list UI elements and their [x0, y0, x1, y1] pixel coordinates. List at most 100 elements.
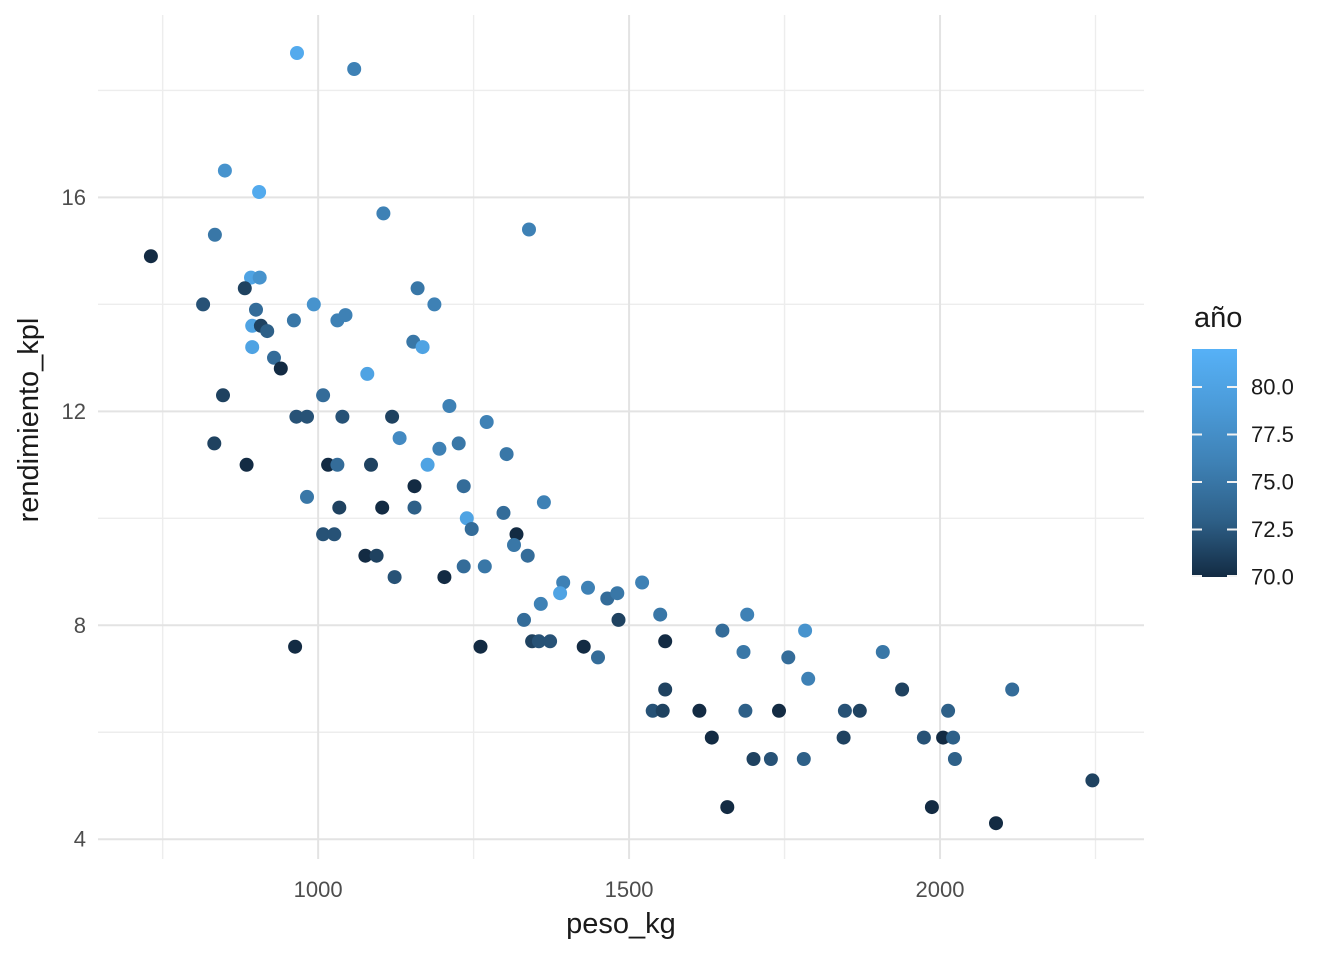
y-tick-label: 12 — [62, 399, 86, 424]
data-point — [496, 505, 511, 520]
data-point — [658, 682, 673, 697]
data-point — [442, 399, 457, 413]
y-tick-label: 8 — [74, 613, 86, 638]
data-point — [300, 409, 314, 424]
data-point — [852, 703, 867, 718]
data-point — [392, 431, 407, 446]
data-point — [1085, 773, 1100, 788]
data-point — [473, 639, 488, 654]
data-point — [358, 548, 373, 563]
data-point — [216, 388, 230, 403]
data-point — [267, 350, 281, 365]
legend-tick-label: 70.0 — [1251, 565, 1294, 590]
data-point — [289, 409, 304, 424]
data-point — [611, 612, 626, 627]
data-point — [249, 302, 263, 317]
data-point — [715, 623, 730, 638]
data-point — [837, 703, 852, 718]
data-point — [798, 623, 813, 638]
data-point — [556, 575, 571, 590]
data-point — [738, 703, 753, 718]
data-point — [653, 607, 668, 622]
data-point — [875, 645, 890, 659]
data-point — [658, 634, 673, 649]
data-point — [736, 645, 751, 659]
data-point — [364, 457, 378, 472]
data-point — [335, 409, 350, 424]
data-point — [543, 634, 558, 649]
data-point — [332, 500, 347, 515]
y-tick-label: 4 — [74, 827, 86, 852]
data-point — [936, 730, 951, 745]
data-point — [327, 527, 342, 542]
legend-colorbar: año 80.0 77.5 75.0 72.5 70.0 — [1192, 302, 1294, 590]
data-point — [746, 752, 761, 766]
data-point — [553, 586, 568, 601]
data-point — [347, 62, 362, 76]
legend-tick-label: 75.0 — [1251, 470, 1294, 495]
data-point — [645, 703, 660, 718]
data-point — [286, 313, 301, 328]
plot-panel — [98, 15, 1144, 859]
data-point — [456, 479, 471, 494]
data-point — [273, 361, 288, 376]
data-point — [464, 522, 479, 536]
data-point — [924, 800, 939, 815]
data-point — [916, 730, 931, 745]
data-point — [375, 500, 390, 515]
data-point — [763, 752, 778, 766]
data-point — [533, 596, 548, 611]
data-point — [989, 816, 1003, 831]
x-tick-label: 2000 — [916, 877, 965, 902]
data-point — [941, 703, 956, 718]
data-point — [376, 206, 391, 221]
data-point — [432, 441, 447, 456]
data-point — [451, 436, 466, 451]
data-point — [522, 222, 536, 237]
data-point — [316, 388, 331, 403]
data-point — [360, 366, 375, 381]
data-point — [801, 671, 816, 686]
data-point — [479, 415, 494, 429]
data-point — [520, 548, 535, 563]
legend-tick-label: 80.0 — [1251, 375, 1294, 400]
data-point — [531, 634, 546, 649]
legend-tick-marks — [1192, 386, 1237, 577]
x-axis-tick-labels: 1000 1500 2000 — [294, 877, 965, 902]
data-point — [207, 436, 222, 451]
data-point — [260, 324, 275, 339]
data-point — [239, 457, 254, 472]
legend-tick-labels: 80.0 77.5 75.0 72.5 70.0 — [1251, 375, 1294, 590]
data-point — [369, 548, 384, 563]
data-point — [290, 46, 304, 60]
data-point — [781, 650, 796, 665]
data-point — [330, 457, 345, 472]
data-point — [499, 447, 514, 462]
data-point — [507, 538, 521, 552]
data-point — [245, 340, 260, 355]
data-point — [387, 570, 402, 585]
data-point — [456, 559, 471, 574]
y-axis-tick-labels: 16 12 8 4 — [62, 185, 86, 852]
data-point — [517, 612, 531, 627]
data-point — [740, 607, 755, 622]
data-point — [576, 639, 591, 654]
data-point — [796, 752, 811, 766]
data-point — [420, 457, 435, 472]
data-point — [772, 703, 786, 718]
data-point — [427, 297, 442, 312]
data-point — [207, 227, 222, 242]
legend-tick-label: 72.5 — [1251, 517, 1294, 542]
data-point — [410, 281, 425, 296]
data-point — [316, 527, 331, 542]
y-tick-label: 16 — [62, 185, 86, 210]
data-point — [407, 479, 422, 494]
data-point — [237, 281, 252, 296]
x-tick-label: 1000 — [294, 877, 343, 902]
x-axis-title: peso_kg — [566, 908, 676, 940]
scatter-points — [143, 46, 1100, 831]
data-point — [338, 308, 353, 323]
x-tick-label: 1500 — [605, 877, 654, 902]
legend-title: año — [1194, 302, 1242, 334]
